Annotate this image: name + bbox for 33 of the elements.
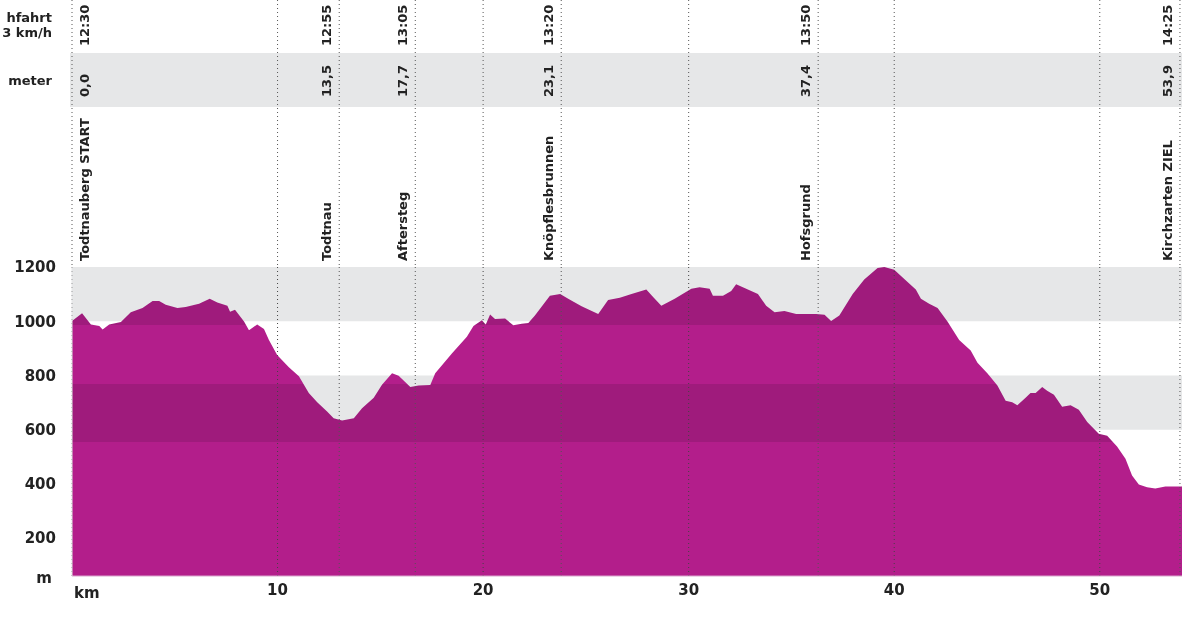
ref-line-label: Knöpflesbrunnen: [541, 135, 557, 261]
x-tick-label: 30: [678, 580, 700, 599]
text: 12:55: [319, 4, 335, 46]
y-tick-label: 200: [24, 529, 56, 548]
text: 37,4: [798, 64, 814, 97]
text: 17,7: [395, 64, 411, 97]
text: 13:05: [395, 4, 411, 46]
text: 14:25: [1159, 4, 1175, 46]
text: 12:30: [77, 4, 92, 46]
text: hfahrt 3 km/h: [2, 10, 52, 40]
ref-line-label: Todtnauberg START: [77, 118, 92, 261]
ref-line-label: Kirchzarten ZIEL: [1159, 140, 1175, 261]
text: 53,9: [1159, 64, 1175, 97]
ref-line-label: Aftersteg: [395, 191, 411, 261]
text: 13,5: [319, 64, 335, 97]
y-tick-label: 1200: [14, 258, 56, 277]
x-axis-title: km: [74, 584, 100, 602]
x-tick-label: 10: [267, 580, 288, 599]
text: 0,0: [77, 73, 92, 97]
x-tick-label: 40: [883, 580, 905, 599]
x-tick-label: 50: [1089, 580, 1111, 599]
y-tick-label: 400: [24, 475, 56, 494]
ref-line-label: Hofsgrund: [798, 184, 814, 261]
y-tick-label: 800: [24, 366, 56, 385]
y-tick-label: 1000: [14, 312, 56, 331]
x-tick-label: 20: [472, 580, 494, 599]
ref-line-label: Todtnau: [319, 202, 335, 261]
text: 23,1: [541, 64, 557, 97]
y-tick-label: 600: [24, 420, 56, 439]
y-axis-title: m: [36, 569, 52, 588]
text: 13:50: [798, 4, 814, 46]
text: meter: [8, 73, 53, 88]
text: 13:20: [541, 4, 557, 46]
